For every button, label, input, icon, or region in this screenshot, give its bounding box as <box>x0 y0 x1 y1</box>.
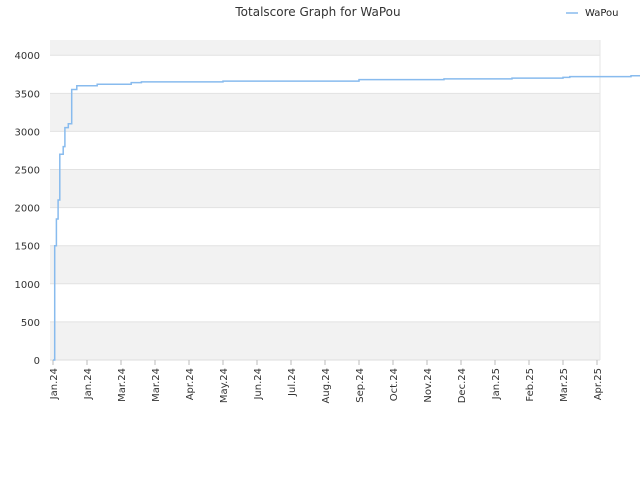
x-tick-label: Sep.24 <box>355 368 366 403</box>
x-tick-label: Apr.25 <box>593 368 604 400</box>
y-tick-label: 500 <box>21 318 40 329</box>
x-tick-label: Jan.25 <box>491 368 502 400</box>
y-tick-label: 0 <box>34 356 40 367</box>
x-tick-label: Nov.24 <box>423 368 434 403</box>
y-tick-label: 2000 <box>15 204 40 215</box>
series-line <box>53 75 640 361</box>
x-tick-label: Jul.24 <box>287 368 298 397</box>
y-tick-label: 3500 <box>15 89 40 100</box>
y-tick-label: 1500 <box>15 242 40 253</box>
x-tick-label: Aug.24 <box>321 368 332 403</box>
x-tick-label: Mar.24 <box>151 368 162 402</box>
x-tick-label: Oct.24 <box>389 368 400 401</box>
y-axis: 0 500 1000 1500 2000 2500 3000 3500 4000 <box>15 51 40 367</box>
y-tick-label: 1000 <box>15 280 40 291</box>
x-tick-label: Dec.24 <box>457 368 468 403</box>
plot-background <box>50 40 600 360</box>
grid-lines <box>50 40 601 361</box>
x-axis: Jan.24 Jan.24 Mar.24 Mar.24 Apr.24 May.24 Jun.… <box>49 360 604 403</box>
y-tick-label: 4000 <box>15 51 40 62</box>
series-group <box>53 75 640 361</box>
legend: WaPou <box>566 8 619 19</box>
y-tick-label: 3000 <box>15 127 40 138</box>
chart-title: Totalscore Graph for WaPou <box>234 5 400 19</box>
x-tick-label: Apr.24 <box>185 368 196 400</box>
x-tick-label: Feb.25 <box>525 368 536 402</box>
x-tick-label: Mar.24 <box>117 368 128 402</box>
x-tick-label: Jun.24 <box>253 368 264 401</box>
x-tick-label: May.24 <box>219 368 230 403</box>
plot-band <box>50 321 600 360</box>
x-tick-label: Jan.24 <box>83 368 94 400</box>
plot-band <box>50 131 600 170</box>
plot-band <box>50 40 600 56</box>
plot-band <box>50 245 600 284</box>
plot-band <box>50 283 600 322</box>
plot-band <box>50 169 600 208</box>
plot-band <box>50 207 600 246</box>
plot-band <box>50 93 600 132</box>
x-tick-label: Jan.24 <box>49 368 60 400</box>
x-tick-label: Mar.25 <box>559 368 570 402</box>
legend-label: WaPou <box>585 8 619 19</box>
y-tick-label: 2500 <box>15 166 40 177</box>
plot-band <box>50 55 600 94</box>
